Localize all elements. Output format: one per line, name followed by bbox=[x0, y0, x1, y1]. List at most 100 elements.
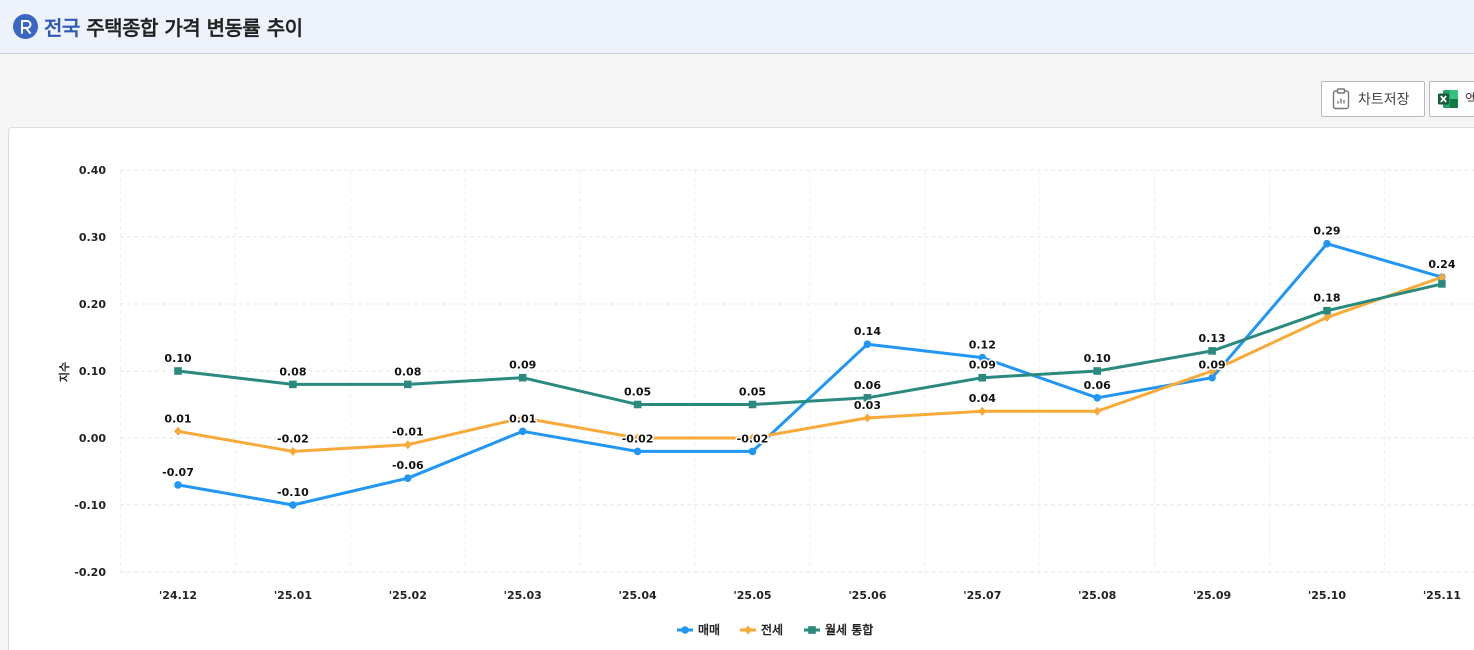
data-point-2 bbox=[1323, 312, 1331, 322]
excel-download-label: 엑 bbox=[1465, 92, 1474, 108]
brand-logo-icon bbox=[13, 14, 38, 39]
title-accent: 전국 bbox=[44, 16, 80, 40]
data-point-3 bbox=[978, 373, 987, 382]
data-label: -0.06 bbox=[392, 459, 424, 472]
data-label: 0.14 bbox=[854, 325, 881, 338]
data-label: -0.07 bbox=[162, 466, 194, 479]
data-label: -0.01 bbox=[392, 426, 424, 439]
data-label: 0.01 bbox=[509, 412, 536, 425]
data-point-1 bbox=[978, 353, 987, 362]
data-point-3 bbox=[1323, 306, 1331, 315]
data-label: 0.09 bbox=[509, 359, 536, 372]
x-tick-label: '25.03 bbox=[504, 589, 542, 602]
data-point-1 bbox=[1208, 373, 1216, 382]
save-chart-button[interactable]: 차트저장 bbox=[1321, 81, 1425, 117]
x-tick-label: '25.11 bbox=[1423, 589, 1461, 602]
data-label: 0.13 bbox=[1199, 332, 1226, 345]
x-tick-label: '25.01 bbox=[274, 589, 312, 602]
data-point-1 bbox=[863, 340, 872, 349]
x-tick-label: '24.12 bbox=[159, 589, 197, 602]
legend-marker bbox=[808, 626, 816, 634]
data-point-1 bbox=[289, 501, 297, 509]
excel-download-button[interactable]: 엑 bbox=[1429, 81, 1474, 117]
data-point-3 bbox=[863, 394, 872, 402]
data-point-2 bbox=[978, 406, 987, 416]
x-tick-label: '25.04 bbox=[619, 589, 658, 602]
data-label: 0.08 bbox=[394, 365, 421, 378]
legend-label: 매매 bbox=[698, 622, 720, 637]
data-point-1 bbox=[1093, 394, 1101, 402]
data-point-2 bbox=[1093, 406, 1102, 416]
series-line-3 bbox=[177, 282, 1443, 406]
data-point-3 bbox=[1208, 347, 1216, 355]
legend-marker bbox=[681, 626, 689, 634]
data-point-2 bbox=[748, 433, 757, 443]
data-label: 0.24 bbox=[1428, 258, 1455, 271]
series-line-1 bbox=[177, 242, 1443, 507]
legend-marker bbox=[744, 625, 752, 635]
data-label: 0.09 bbox=[969, 359, 996, 372]
x-tick-label: '25.06 bbox=[848, 589, 887, 602]
data-point-1 bbox=[404, 474, 412, 483]
data-point-2 bbox=[633, 433, 642, 443]
data-point-3 bbox=[1438, 280, 1446, 288]
data-point-3 bbox=[633, 400, 642, 409]
data-point-2 bbox=[863, 413, 872, 423]
data-point-3 bbox=[174, 367, 182, 375]
y-tick-label: 0.40 bbox=[79, 164, 106, 177]
legend-label: 전세 bbox=[761, 622, 783, 637]
y-tick-label: 0.10 bbox=[79, 365, 106, 378]
data-label: 0.29 bbox=[1313, 225, 1340, 238]
data-point-3 bbox=[1093, 367, 1101, 375]
x-tick-label: '25.09 bbox=[1193, 589, 1231, 602]
data-label: 0.01 bbox=[164, 412, 191, 425]
data-label: 0.03 bbox=[854, 399, 881, 412]
data-label: 0.06 bbox=[854, 379, 881, 392]
data-point-1 bbox=[174, 481, 182, 489]
data-label: 0.04 bbox=[969, 392, 996, 405]
data-label: 0.10 bbox=[164, 352, 191, 365]
data-point-2 bbox=[1208, 366, 1217, 376]
data-point-3 bbox=[289, 380, 297, 389]
clipboard-icon bbox=[1332, 88, 1350, 110]
data-point-1 bbox=[518, 427, 527, 436]
data-point-2 bbox=[288, 446, 297, 456]
y-tick-label: 0.00 bbox=[79, 432, 106, 445]
x-tick-label: '25.05 bbox=[733, 589, 771, 602]
data-label: 0.18 bbox=[1313, 292, 1340, 305]
data-point-3 bbox=[404, 380, 412, 389]
data-label: -0.10 bbox=[277, 486, 309, 499]
x-tick-label: '25.08 bbox=[1078, 589, 1116, 602]
data-point-2 bbox=[1437, 272, 1446, 282]
data-label: -0.02 bbox=[622, 432, 654, 445]
x-tick-label: '25.07 bbox=[963, 589, 1001, 602]
legend-label: 월세 통합 bbox=[825, 622, 873, 637]
y-tick-label: -0.20 bbox=[74, 566, 106, 579]
data-label: 0.08 bbox=[279, 365, 306, 378]
x-tick-label: '25.10 bbox=[1308, 589, 1347, 602]
y-tick-label: -0.10 bbox=[74, 499, 106, 512]
data-label: 0.06 bbox=[1084, 379, 1111, 392]
data-point-3 bbox=[518, 373, 527, 382]
data-label: 0.10 bbox=[1084, 352, 1111, 365]
page-title: 전국 주택종합 가격 변동률 추이 bbox=[44, 12, 303, 41]
data-point-3 bbox=[748, 400, 757, 409]
y-tick-label: 0.30 bbox=[79, 231, 106, 244]
data-point-2 bbox=[518, 413, 527, 423]
save-chart-label: 차트저장 bbox=[1358, 92, 1410, 108]
data-label: 0.12 bbox=[969, 339, 996, 352]
data-point-1 bbox=[1323, 239, 1331, 248]
data-point-1 bbox=[633, 447, 642, 456]
page-header: 전국 주택종합 가격 변동률 추이 bbox=[0, 0, 1474, 54]
y-tick-label: 0.20 bbox=[79, 298, 106, 311]
x-tick-label: '25.02 bbox=[389, 589, 427, 602]
data-label: 0.05 bbox=[624, 386, 651, 399]
data-label: 0.05 bbox=[739, 386, 766, 399]
title-text: 주택종합 가격 변동률 추이 bbox=[79, 16, 303, 40]
chart-panel bbox=[8, 127, 1474, 650]
series-line-2 bbox=[177, 275, 1443, 453]
data-point-2 bbox=[174, 426, 182, 436]
data-label: -0.02 bbox=[277, 432, 309, 445]
excel-icon bbox=[1438, 90, 1458, 108]
y-axis-label: 지수 bbox=[57, 362, 71, 382]
